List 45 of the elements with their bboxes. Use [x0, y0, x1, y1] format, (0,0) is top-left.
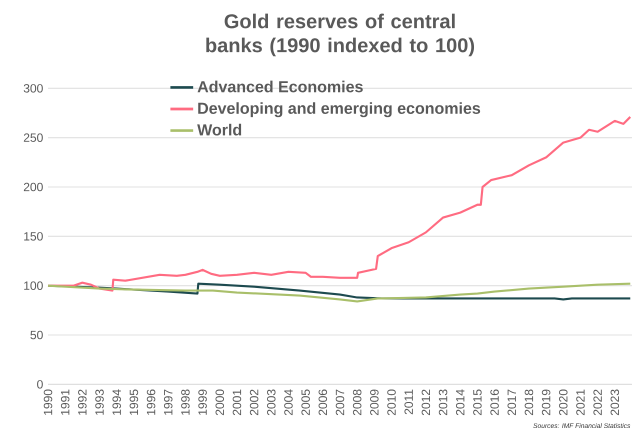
y-tick-label: 200 — [24, 182, 43, 192]
x-tick-label: 2020 — [559, 390, 568, 416]
x-tick-label: 2010 — [387, 390, 396, 416]
y-tick-label: 0 — [37, 380, 43, 389]
x-tick-label: 2007 — [336, 390, 344, 416]
x-tick-label: 1998 — [181, 390, 190, 415]
x-tick-label: 1997 — [164, 390, 172, 415]
x-tick-label: 2016 — [490, 390, 499, 416]
x-tick-label: 1999 — [198, 390, 207, 415]
x-tick-label: 2019 — [542, 390, 550, 416]
x-tick-label: 2011 — [404, 390, 413, 414]
x-tick-label: 2023 — [610, 390, 620, 416]
legend-label: Developing and emerging economies — [198, 102, 480, 118]
legend-label: World — [197, 124, 242, 136]
x-tick-label: 2013 — [438, 390, 448, 416]
chart-title: Gold reserves of central banks (1990 indexed to 100) — [206, 14, 474, 56]
x-tick-label: 2015 — [473, 390, 482, 416]
x-tick-label: 2008 — [352, 390, 362, 416]
y-tick-label: 100 — [24, 281, 43, 290]
x-tick-label: 1996 — [146, 390, 156, 415]
y-tick-label: 150 — [24, 232, 43, 241]
x-tick-label: 2001 — [232, 390, 242, 416]
x-tick-label: 2009 — [370, 390, 379, 416]
x-tick-label: 2006 — [318, 390, 328, 416]
x-tick-label: 2012 — [422, 390, 430, 416]
x-tick-label: 2014 — [456, 389, 464, 416]
x-tick-label: 1994 — [112, 389, 121, 415]
y-tick-label: 300 — [24, 84, 43, 93]
x-tick-label: 2022 — [593, 390, 602, 416]
x-tick-label: 1995 — [130, 390, 138, 415]
x-tick-label: 1993 — [95, 390, 104, 415]
x-tick-label: 2004 — [284, 389, 293, 416]
x-tick-label: 2003 — [267, 390, 276, 416]
x-tick-label: 1991 — [60, 390, 70, 415]
x-tick-label: 1992 — [78, 390, 87, 415]
x-tick-label: 2017 — [508, 390, 516, 416]
x-tick-label: 1990 — [44, 390, 52, 415]
y-tick-label: 250 — [24, 133, 43, 142]
x-tick-label: 2018 — [524, 390, 534, 416]
x-tick-label: 2002 — [250, 390, 258, 416]
x-tick-label: 2005 — [301, 390, 310, 416]
x-tick-label: 2000 — [216, 390, 224, 416]
x-tick-label: 2021 — [576, 390, 585, 416]
legend-label: Advanced Economies — [198, 80, 363, 92]
y-tick-label: 50 — [30, 330, 43, 340]
